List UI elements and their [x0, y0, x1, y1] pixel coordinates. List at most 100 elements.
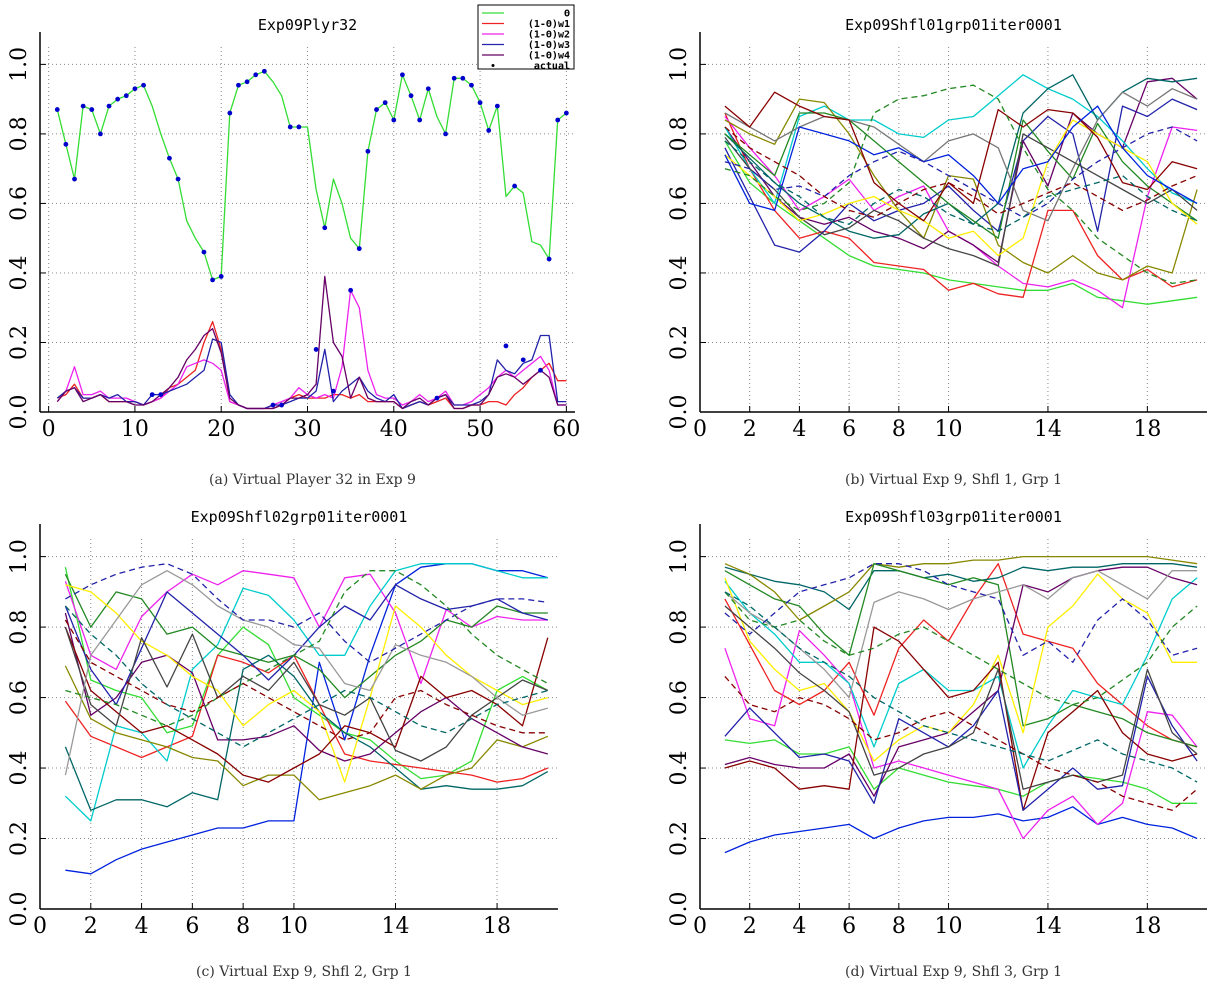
series-group — [64, 563, 549, 875]
x-tick-label: 10 — [280, 914, 308, 939]
subfigure-caption: (d) Virtual Exp 9, Shfl 3, Grp 1 — [845, 964, 1062, 980]
series-line-2 — [724, 112, 1198, 298]
y-tick-label: 0.0 — [667, 395, 692, 430]
y-tick-label: 0.6 — [667, 680, 692, 715]
actual-point — [417, 117, 423, 123]
y-tick-label: 0.8 — [667, 116, 692, 151]
series-line-4 — [724, 629, 1198, 840]
x-tick-label: 60 — [552, 417, 580, 442]
subfigure-caption: (b) Virtual Exp 9, Shfl 1, Grp 1 — [845, 472, 1062, 488]
series-line-8 — [724, 563, 1198, 748]
x-tick-label: 4 — [792, 914, 806, 939]
actual-point — [201, 249, 207, 255]
actual-point — [313, 347, 319, 352]
chart-title: Exp09Shfl03grp01iter0001 — [845, 508, 1062, 526]
series-line-7 — [724, 555, 1198, 621]
actual-point — [520, 357, 526, 363]
panel-a: 0 10 20 30 40 50 60 0.0 0.2 0.4 0.6 0.8 1.0 Exp09Plyr… — [7, 4, 580, 488]
actual-point — [494, 103, 500, 109]
series-line-16 — [65, 570, 549, 727]
legend-entry: (1-Θ)w1 — [528, 19, 570, 30]
x-tick-label: 2 — [84, 914, 98, 939]
actual-point — [348, 287, 354, 293]
series-line-10 — [724, 88, 1198, 222]
actual-point — [175, 176, 181, 182]
series-line-15 — [724, 84, 1198, 285]
actual-point — [512, 183, 517, 189]
actual-point — [391, 117, 397, 123]
series-line-18 — [64, 605, 548, 748]
x-tick-label: 0 — [693, 914, 707, 939]
series-line-7 — [64, 665, 549, 801]
chart-title: Exp09Plyr32 — [258, 16, 357, 34]
x-tick-label: 0 — [42, 417, 56, 442]
series-line-1 — [724, 806, 1198, 854]
series-line-14 — [64, 570, 548, 776]
panel-b: 0 2 4 6 8 10 14 18 0.0 0.2 0.4 0.6 0.8 1.0 Exp09Shfl01… — [667, 16, 1207, 488]
series-line-8 — [64, 573, 548, 699]
series-line-15 — [724, 563, 1198, 663]
legend-entry: (1-Θ)w2 — [528, 30, 570, 41]
y-tick-label: 0.8 — [7, 610, 32, 645]
x-tick-label: 8 — [892, 417, 906, 442]
series-line-9 — [724, 112, 1198, 239]
chart-title: Exp09Shfl02grp01iter0001 — [191, 508, 408, 526]
actual-point — [434, 395, 440, 401]
series-line-5 — [64, 563, 548, 822]
actual-point — [227, 110, 233, 116]
series-group — [724, 555, 1198, 854]
actual-point — [322, 225, 328, 231]
series-line-12 — [724, 675, 1198, 811]
actual-point — [563, 110, 569, 116]
y-tick-label: 1.0 — [7, 539, 32, 574]
series-line-3 — [64, 654, 549, 783]
series-line-1 — [724, 140, 1198, 305]
x-tick-label: 0 — [693, 417, 707, 442]
x-tick-label: 6 — [842, 914, 856, 939]
legend-entry: Θ — [564, 9, 570, 20]
series-group — [54, 68, 569, 410]
actual-point — [486, 128, 492, 133]
actual-point — [80, 103, 86, 109]
subfigure-caption: (c) Virtual Exp 9, Shfl 2, Grp 1 — [196, 964, 412, 980]
series-line-12 — [64, 584, 548, 706]
actual-point — [149, 392, 155, 398]
x-tick-label: 4 — [792, 417, 806, 442]
series-line-13 — [724, 605, 1198, 790]
actual-point — [158, 392, 164, 398]
actual-point — [469, 82, 474, 88]
actual-point — [460, 75, 466, 81]
series-line-5 — [724, 577, 1198, 769]
series-line-2 — [724, 739, 1198, 804]
y-tick-label: 0.4 — [667, 255, 692, 290]
series-line-11 — [724, 626, 1198, 811]
series-line-9 — [64, 612, 548, 762]
legend-swatch — [491, 64, 495, 67]
actual-point — [408, 93, 414, 99]
series-line-13 — [724, 91, 1198, 222]
x-tick-label: 10 — [935, 417, 963, 442]
x-tick-label: 20 — [207, 417, 235, 442]
actual-point — [63, 141, 69, 147]
y-tick-label: 0.4 — [667, 751, 692, 786]
series-line-6 — [724, 563, 1198, 611]
series-line-10 — [65, 584, 548, 783]
actual-point — [546, 256, 552, 262]
actual-point — [72, 176, 77, 182]
x-tick-label: 0 — [33, 914, 47, 939]
series-line-16 — [724, 591, 1198, 706]
actual-point — [244, 79, 250, 85]
x-tick-label: 2 — [743, 914, 757, 939]
actual-point — [477, 100, 483, 106]
y-tick-label: 0.2 — [667, 821, 692, 856]
series-line-5 — [56, 275, 567, 410]
actual-point — [503, 343, 509, 349]
chart-title: Exp09Shfl01grp01iter0001 — [845, 16, 1062, 34]
y-tick-label: 0.6 — [7, 680, 32, 715]
y-tick-label: 0.8 — [7, 116, 32, 151]
x-tick-label: 6 — [185, 914, 199, 939]
actual-point — [555, 117, 561, 123]
actual-point — [54, 107, 60, 112]
